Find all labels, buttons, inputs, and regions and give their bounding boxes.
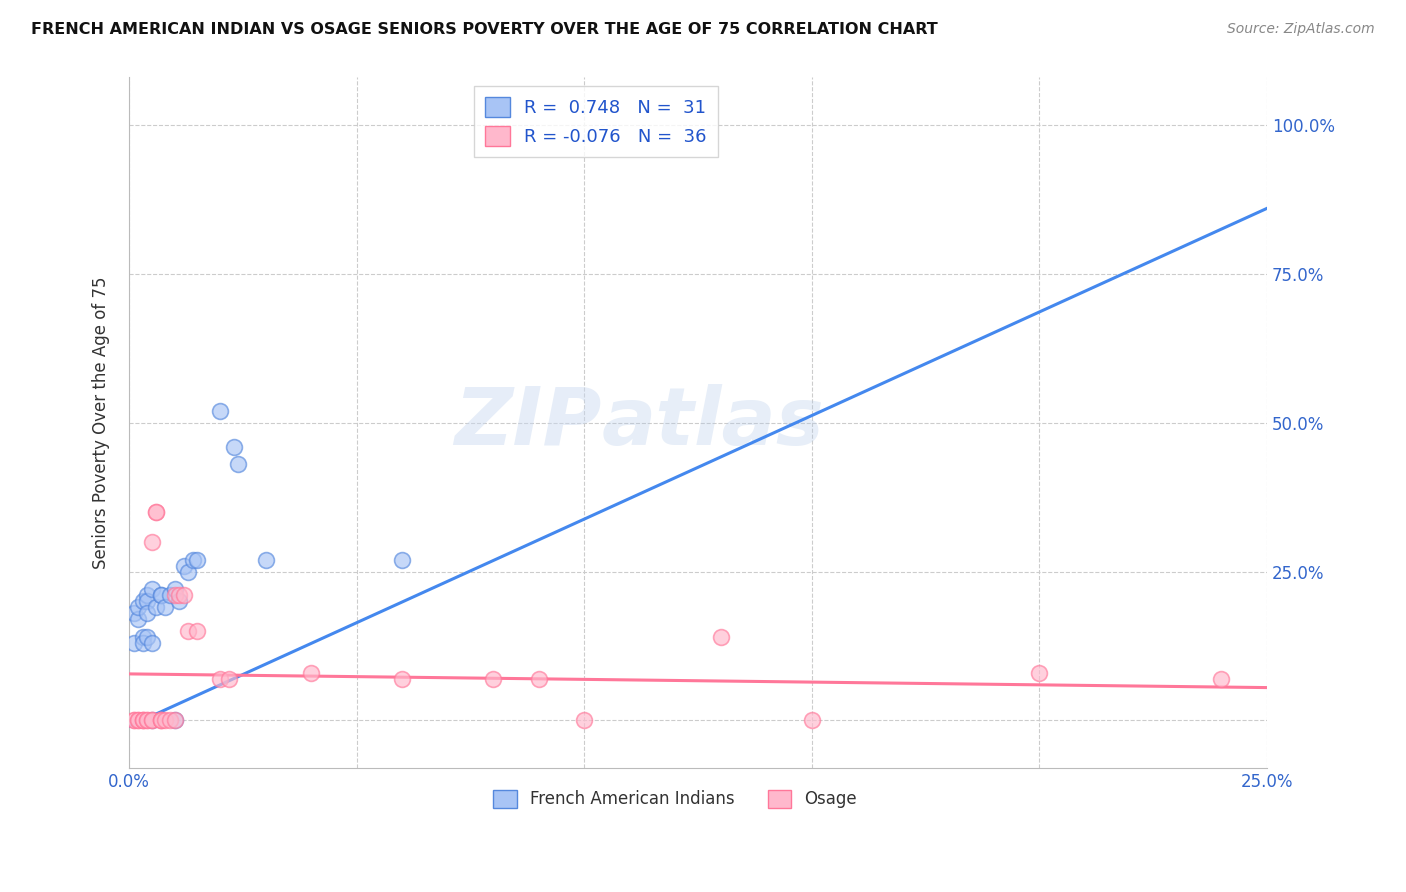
Text: Source: ZipAtlas.com: Source: ZipAtlas.com [1227, 22, 1375, 37]
Point [574, 714, 596, 728]
Point [181, 552, 204, 566]
Point [127, 600, 149, 615]
Point [167, 594, 190, 608]
Point [122, 636, 145, 650]
Point [391, 552, 413, 566]
Point [173, 558, 195, 573]
Point [149, 588, 172, 602]
Text: ZIP: ZIP [454, 384, 602, 462]
Point [136, 714, 159, 728]
Point [141, 534, 163, 549]
Point [132, 714, 155, 728]
Point [163, 582, 186, 597]
Point [710, 630, 733, 644]
Point [145, 600, 167, 615]
Point [482, 672, 505, 686]
Point [163, 588, 186, 602]
Point [163, 714, 186, 728]
Point [209, 404, 232, 418]
Point [136, 630, 159, 644]
Point [145, 505, 167, 519]
Point [209, 672, 232, 686]
Point [141, 714, 163, 728]
Point [159, 588, 181, 602]
Text: FRENCH AMERICAN INDIAN VS OSAGE SENIORS POVERTY OVER THE AGE OF 75 CORRELATION C: FRENCH AMERICAN INDIAN VS OSAGE SENIORS … [31, 22, 938, 37]
Point [159, 714, 181, 728]
Point [163, 714, 186, 728]
Point [136, 606, 159, 620]
Point [132, 630, 155, 644]
Point [149, 714, 172, 728]
Point [122, 714, 145, 728]
Text: atlas: atlas [602, 384, 824, 462]
Point [186, 624, 208, 638]
Point [122, 714, 145, 728]
Point [141, 714, 163, 728]
Point [186, 552, 208, 566]
Point [149, 588, 172, 602]
Point [1211, 672, 1233, 686]
Point [141, 714, 163, 728]
Point [141, 582, 163, 597]
Point [167, 588, 190, 602]
Point [145, 505, 167, 519]
Point [132, 714, 155, 728]
Point [136, 714, 159, 728]
Point [254, 552, 277, 566]
Point [1028, 665, 1050, 680]
Legend: French American Indians, Osage: French American Indians, Osage [486, 783, 863, 815]
Point [155, 714, 177, 728]
Point [226, 458, 249, 472]
Point [136, 588, 159, 602]
Point [122, 606, 145, 620]
Point [127, 714, 149, 728]
Point [177, 565, 200, 579]
Point [527, 672, 550, 686]
Point [391, 672, 413, 686]
Point [800, 714, 823, 728]
Point [173, 588, 195, 602]
Point [149, 714, 172, 728]
Point [299, 665, 322, 680]
Point [127, 612, 149, 626]
Point [136, 594, 159, 608]
Point [218, 672, 240, 686]
Point [132, 636, 155, 650]
Point [149, 714, 172, 728]
Point [155, 600, 177, 615]
Point [177, 624, 200, 638]
Point [132, 714, 155, 728]
Point [132, 594, 155, 608]
Y-axis label: Seniors Poverty Over the Age of 75: Seniors Poverty Over the Age of 75 [93, 277, 110, 569]
Point [222, 440, 245, 454]
Point [141, 636, 163, 650]
Point [127, 714, 149, 728]
